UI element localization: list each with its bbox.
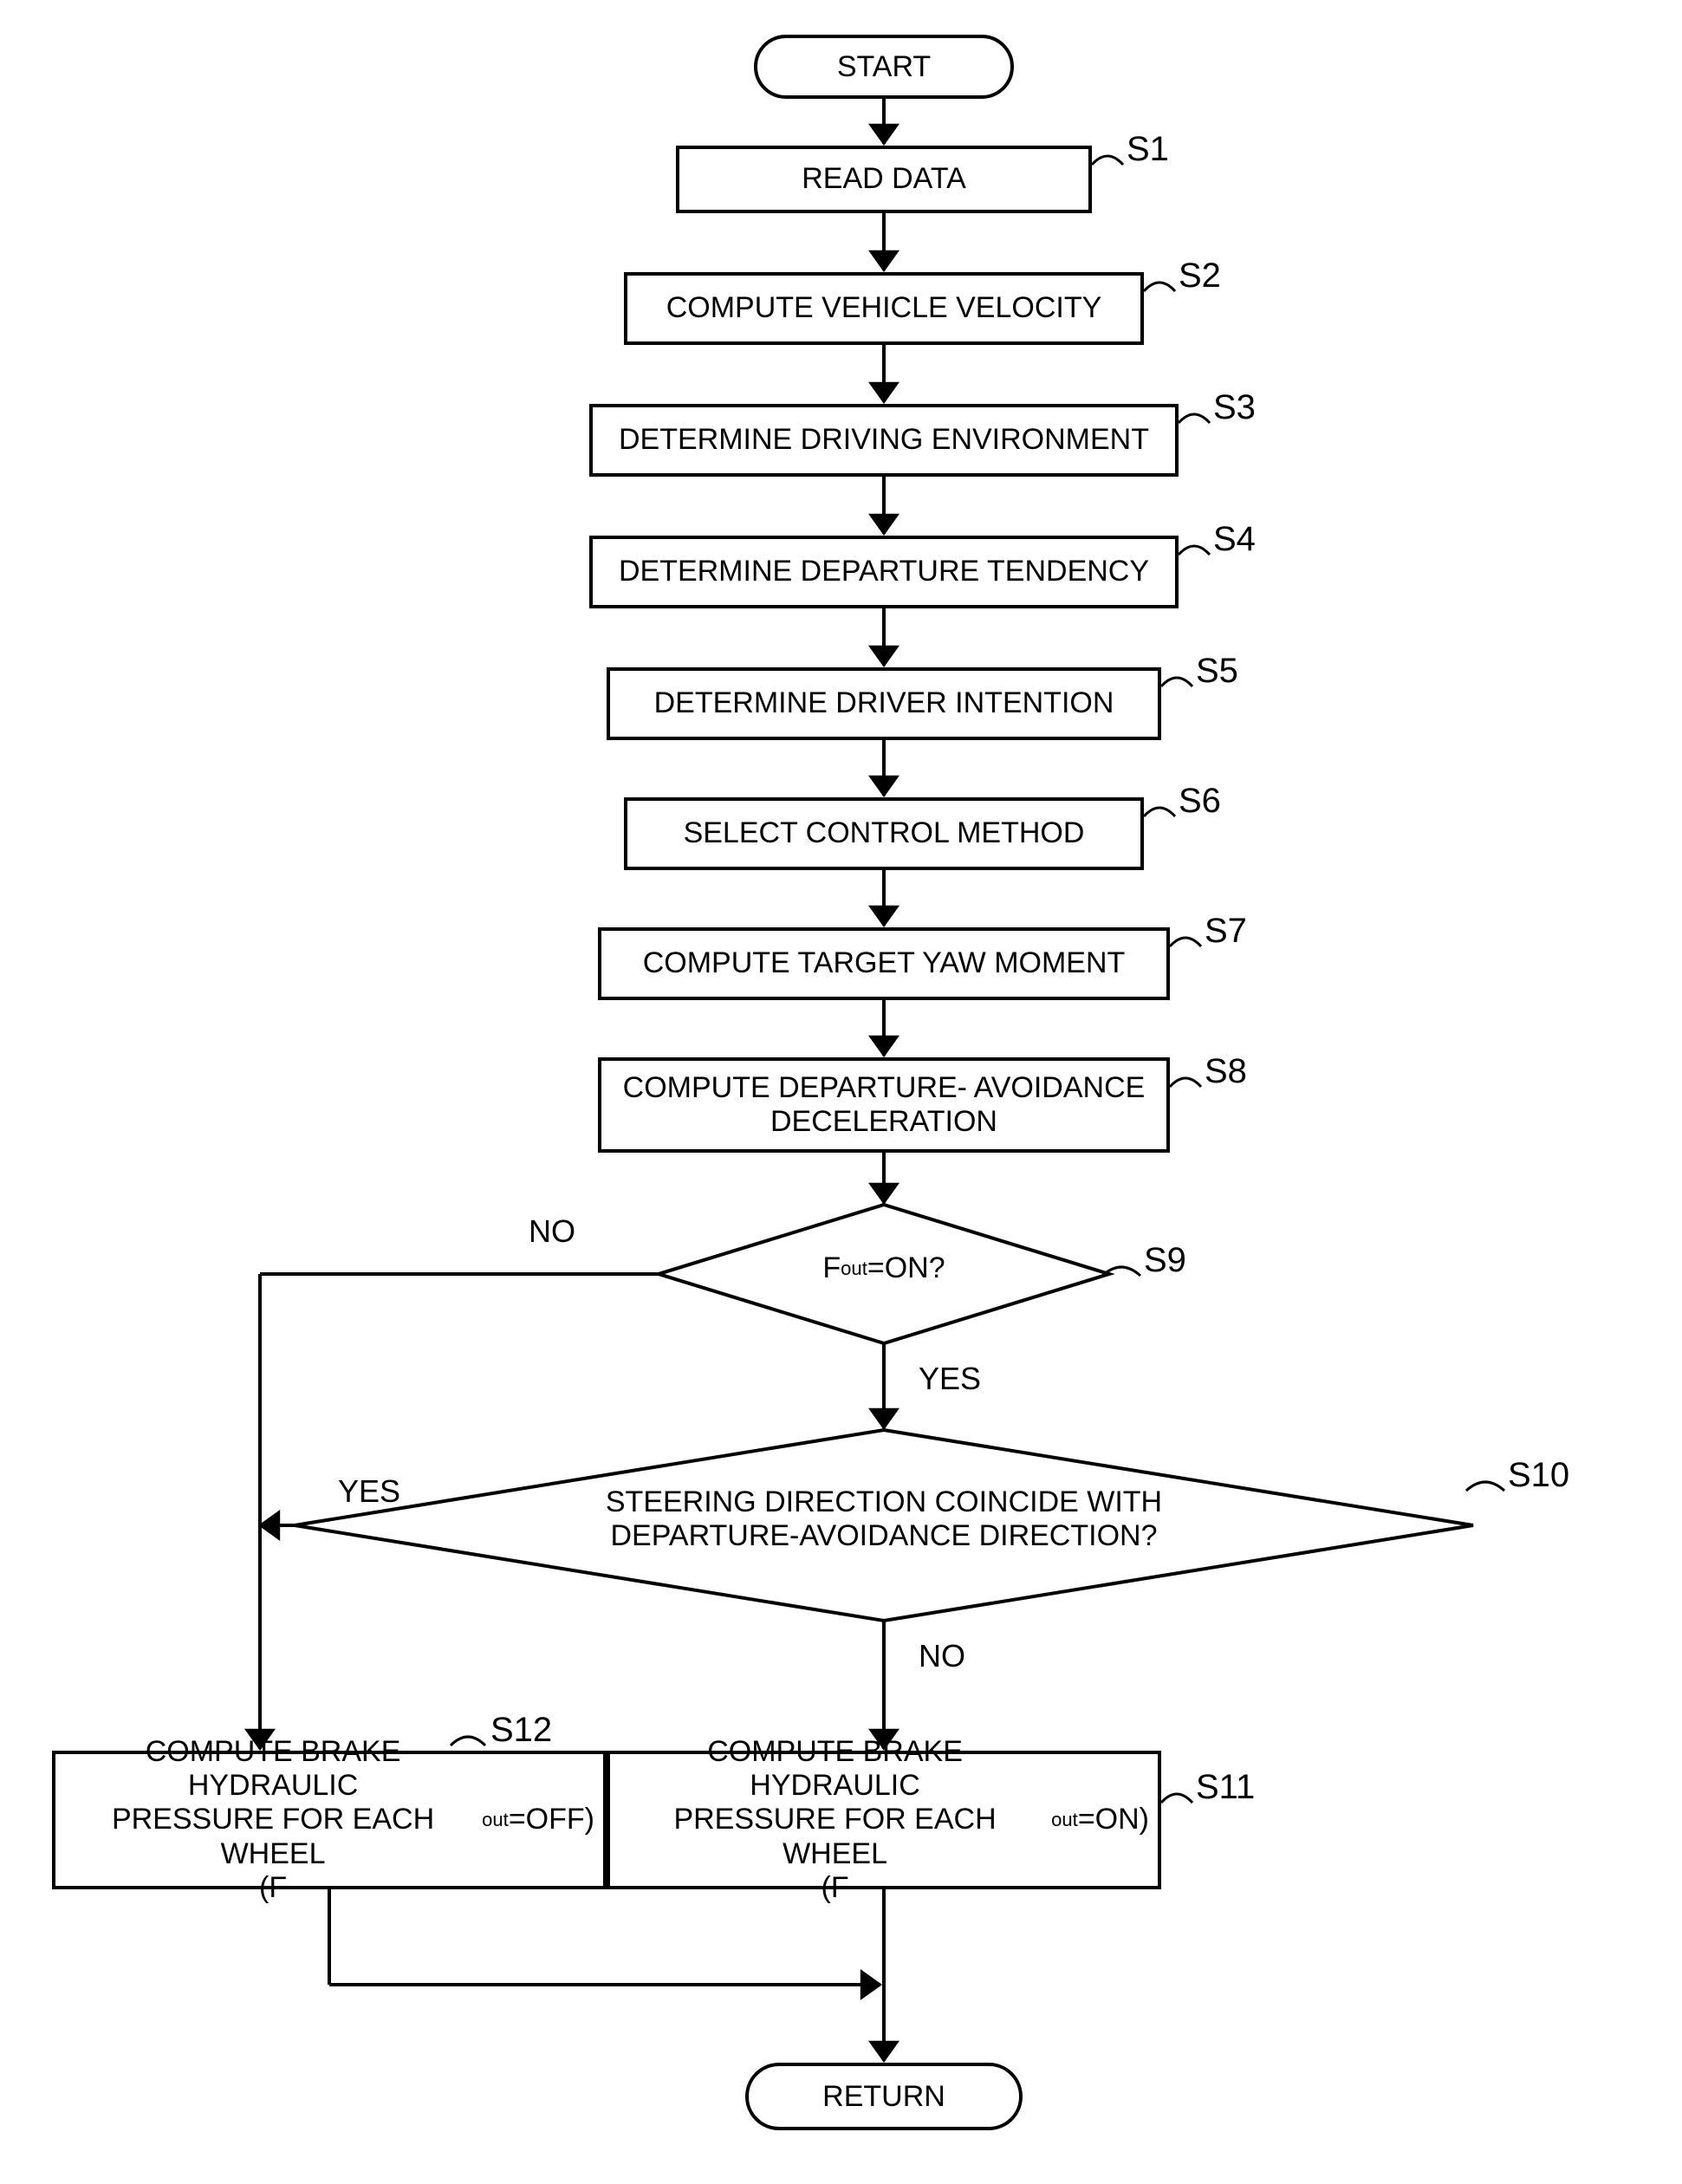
edge-label-s9-yes: YES [919, 1361, 981, 1397]
edge-label-s10-no: NO [919, 1638, 965, 1674]
process-s6: SELECT CONTROL METHOD [624, 797, 1144, 870]
terminator-start-text: START [837, 50, 931, 84]
terminator-return-text: RETURN [822, 2080, 945, 2114]
flowchart-canvas: START READ DATA COMPUTE VEHICLE VELOCITY D… [0, 0, 1682, 2184]
step-label-s11: S11 [1196, 1768, 1255, 1807]
step-label-s5: S5 [1196, 652, 1238, 691]
step-label-s6: S6 [1179, 782, 1221, 821]
process-s4: DETERMINE DEPARTURE TENDENCY [589, 536, 1179, 608]
process-s8: COMPUTE DEPARTURE- AVOIDANCE DECELERATIO… [598, 1057, 1170, 1153]
process-s12: COMPUTE BRAKE HYDRAULICPRESSURE FOR EACH… [52, 1751, 607, 1889]
step-label-s12: S12 [490, 1711, 552, 1750]
step-label-s4: S4 [1213, 520, 1256, 559]
edge-label-s9-no: NO [529, 1213, 575, 1250]
process-s3: DETERMINE DRIVING ENVIRONMENT [589, 404, 1179, 477]
process-s1: READ DATA [676, 146, 1092, 213]
decision-s10-text: STEERING DIRECTION COINCIDE WITHDEPARTUR… [566, 1485, 1202, 1553]
terminator-start: START [754, 35, 1014, 99]
step-label-s8: S8 [1205, 1052, 1247, 1091]
process-s5: DETERMINE DRIVER INTENTION [607, 667, 1161, 740]
process-s2: COMPUTE VEHICLE VELOCITY [624, 272, 1144, 345]
step-label-s7: S7 [1205, 912, 1247, 951]
process-s11: COMPUTE BRAKE HYDRAULICPRESSURE FOR EACH… [607, 1751, 1161, 1889]
step-label-s3: S3 [1213, 388, 1256, 427]
process-s7: COMPUTE TARGET YAW MOMENT [598, 927, 1170, 1000]
step-label-s10: S10 [1508, 1456, 1569, 1495]
step-label-s2: S2 [1179, 257, 1221, 296]
step-label-s1: S1 [1127, 130, 1169, 169]
step-label-s9: S9 [1144, 1241, 1186, 1280]
edge-label-s10-yes: YES [338, 1473, 400, 1510]
decision-s9-text: Fout=ON? [760, 1251, 1008, 1285]
terminator-return: RETURN [745, 2063, 1023, 2130]
